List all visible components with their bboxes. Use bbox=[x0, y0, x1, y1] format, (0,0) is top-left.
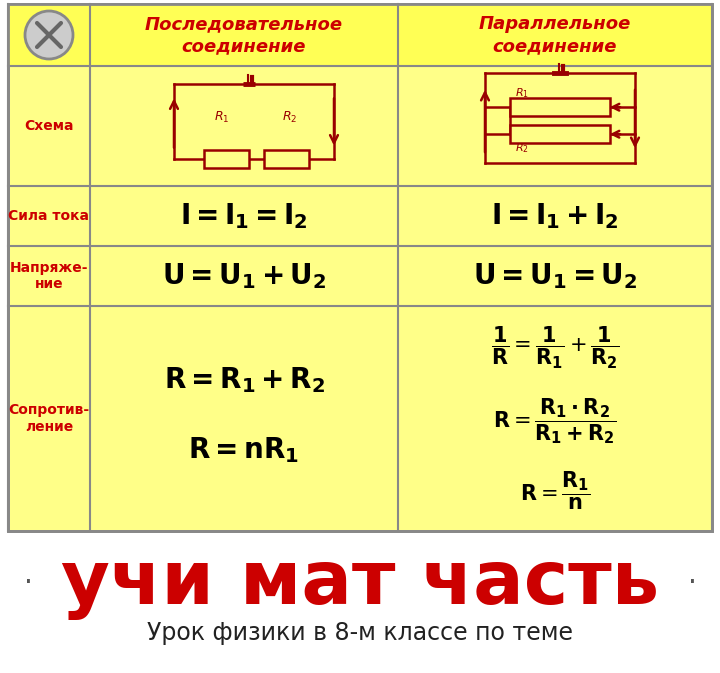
Bar bbox=[510, 125, 610, 143]
Text: $\dfrac{\mathbf{1}}{\mathbf{R}} = \dfrac{\mathbf{1}}{\mathbf{R_1}} + \dfrac{\mat: $\dfrac{\mathbf{1}}{\mathbf{R}} = \dfrac… bbox=[491, 325, 619, 371]
Text: Схема: Схема bbox=[24, 119, 73, 133]
Bar bbox=[264, 149, 309, 168]
Text: $\mathbf{U = U_1 = U_2}$: $\mathbf{U = U_1 = U_2}$ bbox=[473, 261, 637, 291]
Text: $\mathbf{R = nR_1}$: $\mathbf{R = nR_1}$ bbox=[189, 435, 300, 466]
Text: $\mathbf{U = U_1 + U_2}$: $\mathbf{U = U_1 + U_2}$ bbox=[162, 261, 326, 291]
Text: Напряже-
ние: Напряже- ние bbox=[10, 261, 89, 291]
Text: $\mathbf{R} = \dfrac{\mathbf{R_1}}{\mathbf{n}}$: $\mathbf{R} = \dfrac{\mathbf{R_1}}{\math… bbox=[520, 470, 590, 512]
Bar bbox=[8, 4, 712, 66]
Bar bbox=[510, 98, 610, 116]
Text: $R_1$: $R_1$ bbox=[214, 110, 229, 125]
Text: $\mathbf{R} = \dfrac{\mathbf{R_1 \cdot R_2}}{\mathbf{R_1 + R_2}}$: $\mathbf{R} = \dfrac{\mathbf{R_1 \cdot R… bbox=[493, 396, 617, 446]
Text: ·: · bbox=[24, 569, 32, 597]
Text: Сила тока: Сила тока bbox=[9, 209, 89, 223]
Circle shape bbox=[25, 11, 73, 59]
Text: Урок физики в 8-м классе по теме: Урок физики в 8-м классе по теме bbox=[147, 621, 573, 645]
Text: $R_2$: $R_2$ bbox=[282, 110, 297, 125]
Text: $\mathbf{I = I_1 + I_2}$: $\mathbf{I = I_1 + I_2}$ bbox=[491, 201, 619, 231]
Text: Последовательное
соединение: Последовательное соединение bbox=[145, 15, 343, 55]
Text: Сопротив-
ление: Сопротив- ление bbox=[9, 403, 89, 433]
Text: ·: · bbox=[688, 569, 696, 597]
Bar bbox=[204, 149, 249, 168]
Text: $R_1$: $R_1$ bbox=[515, 86, 529, 100]
Text: $\mathbf{R = R_1 + R_2}$: $\mathbf{R = R_1 + R_2}$ bbox=[163, 365, 325, 396]
Bar bbox=[8, 4, 712, 531]
Text: $R_2$: $R_2$ bbox=[515, 141, 529, 155]
Text: учи мат часть: учи мат часть bbox=[61, 546, 659, 620]
Bar bbox=[8, 4, 712, 531]
Text: $\mathbf{I = I_1 = I_2}$: $\mathbf{I = I_1 = I_2}$ bbox=[180, 201, 308, 231]
Text: Параллельное
соединение: Параллельное соединение bbox=[479, 15, 631, 55]
